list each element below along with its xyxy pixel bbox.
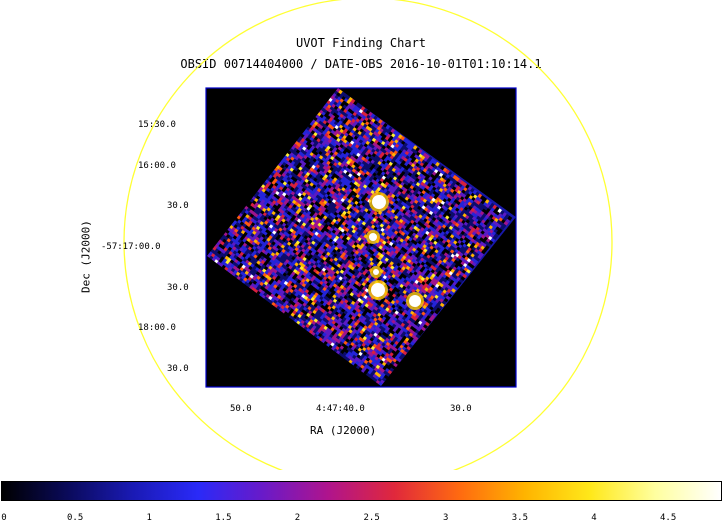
colorbar-tick-label: 2 [294, 513, 301, 523]
colorbar-tick-label: 3 [443, 513, 449, 523]
y-tick-label: 15:30.0 [138, 120, 176, 130]
y-tick-label: 30.0 [167, 201, 189, 211]
field-of-view-circle [123, 0, 613, 470]
colorbar-tick-label: 4 [591, 513, 597, 523]
x-axis-label: RA (J2000) [310, 424, 377, 437]
chart-subtitle: OBSID 00714404000 / DATE-OBS 2016-10-01T… [180, 57, 542, 71]
colorbar-tick-label: 2.5 [363, 513, 380, 523]
y-tick-label: 30.0 [167, 283, 189, 293]
colorbar-tick-label: 1.5 [215, 513, 232, 523]
x-tick-label: 50.0 [230, 404, 252, 414]
y-tick-label: -57:17:00.0 [101, 242, 161, 252]
colorbar-tick-label: 0.5 [66, 513, 84, 523]
y-tick-label: 18:00.0 [138, 323, 176, 333]
exposure-region [207, 88, 516, 386]
y-tick-label: 30.0 [167, 364, 189, 374]
colorbar [1, 481, 722, 501]
y-axis-label: Dec (J2000) [79, 220, 93, 293]
colorbar-tick-label: 0 [1, 513, 7, 523]
x-tick-label: 4:47:40.0 [316, 404, 365, 414]
colorbar-tick-label: 3.5 [511, 513, 528, 523]
y-tick-label: 16:00.0 [138, 161, 176, 171]
finding-chart-image [123, 0, 613, 470]
colorbar-tick-label: 4.5 [659, 513, 677, 523]
chart-title: UVOT Finding Chart [295, 36, 427, 50]
x-tick-label: 30.0 [450, 404, 472, 414]
bright-sources [366, 192, 424, 310]
colorbar-tick-label: 1 [146, 513, 152, 523]
